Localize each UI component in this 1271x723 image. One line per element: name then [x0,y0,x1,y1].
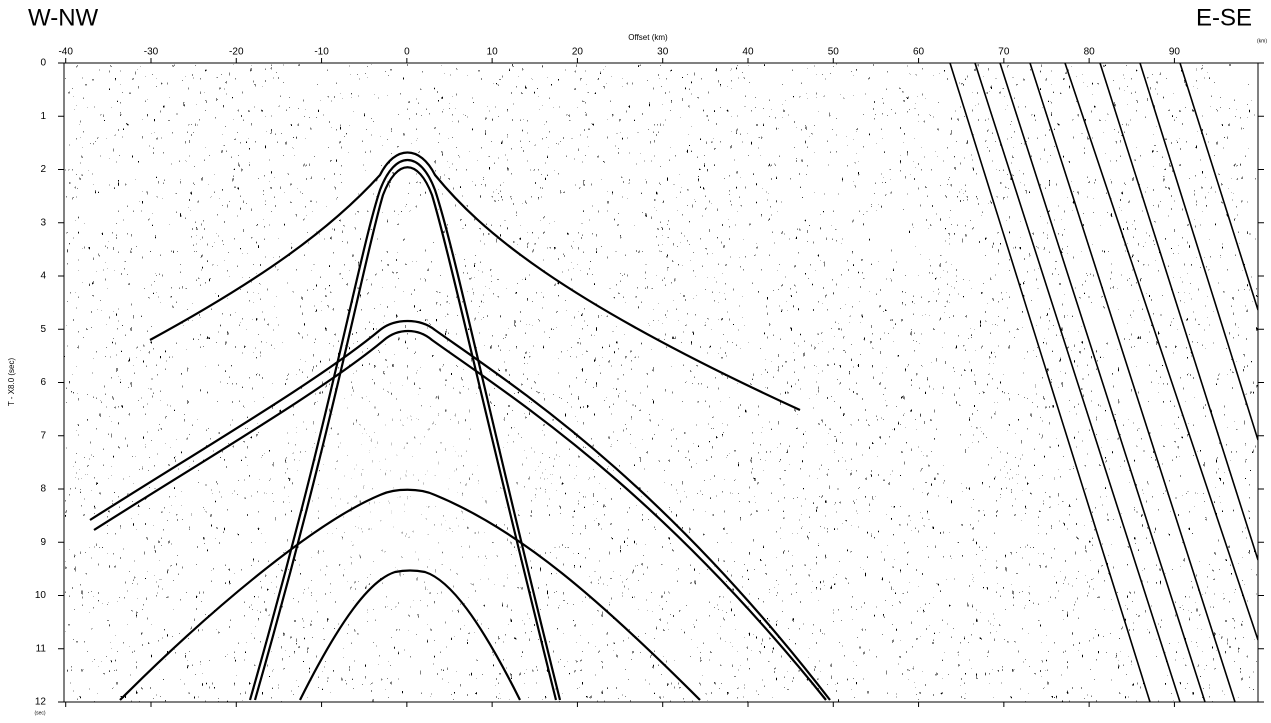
y-tick-label: 10 [35,590,47,601]
y-unit: (sec) [34,710,45,716]
y-tick-label: 0 [40,58,46,69]
left-label: W-NW [28,4,99,31]
x-axis-label: Offset (km) [628,33,668,42]
y-tick-label: 11 [36,643,47,654]
x-tick-label: -40 [58,47,73,58]
x-tick-label: 80 [1084,47,1096,58]
x-tick-label: 30 [657,47,669,58]
x-tick-label: 70 [998,47,1010,58]
y-tick-label: 3 [40,217,46,228]
y-tick-label: 2 [40,164,46,175]
x-tick-label: 20 [572,47,584,58]
x-tick-label: 60 [913,47,925,58]
right-label: E-SE [1196,4,1252,31]
y-tick-label: 9 [40,537,46,548]
x-tick-label: 0 [404,47,410,58]
y-tick-label: 6 [40,377,46,388]
y-tick-label: 7 [40,430,46,441]
x-tick-label: -20 [229,47,244,58]
y-axis-label: T - X8.0 (sec) [7,358,16,407]
x-tick-label: -10 [314,47,329,58]
y-tick-label: 8 [40,484,46,495]
y-tick-label: 12 [35,697,47,708]
x-unit: (km) [1257,38,1267,44]
seismic-image [64,63,1258,702]
y-tick-label: 1 [40,111,46,122]
x-tick-label: -30 [144,47,159,58]
x-tick-label: 10 [487,47,499,58]
x-tick-label: 90 [1169,47,1181,58]
x-tick-label: 50 [828,47,840,58]
x-tick-label: 40 [742,47,754,58]
y-tick-label: 5 [40,324,46,335]
y-tick-label: 4 [40,271,46,282]
